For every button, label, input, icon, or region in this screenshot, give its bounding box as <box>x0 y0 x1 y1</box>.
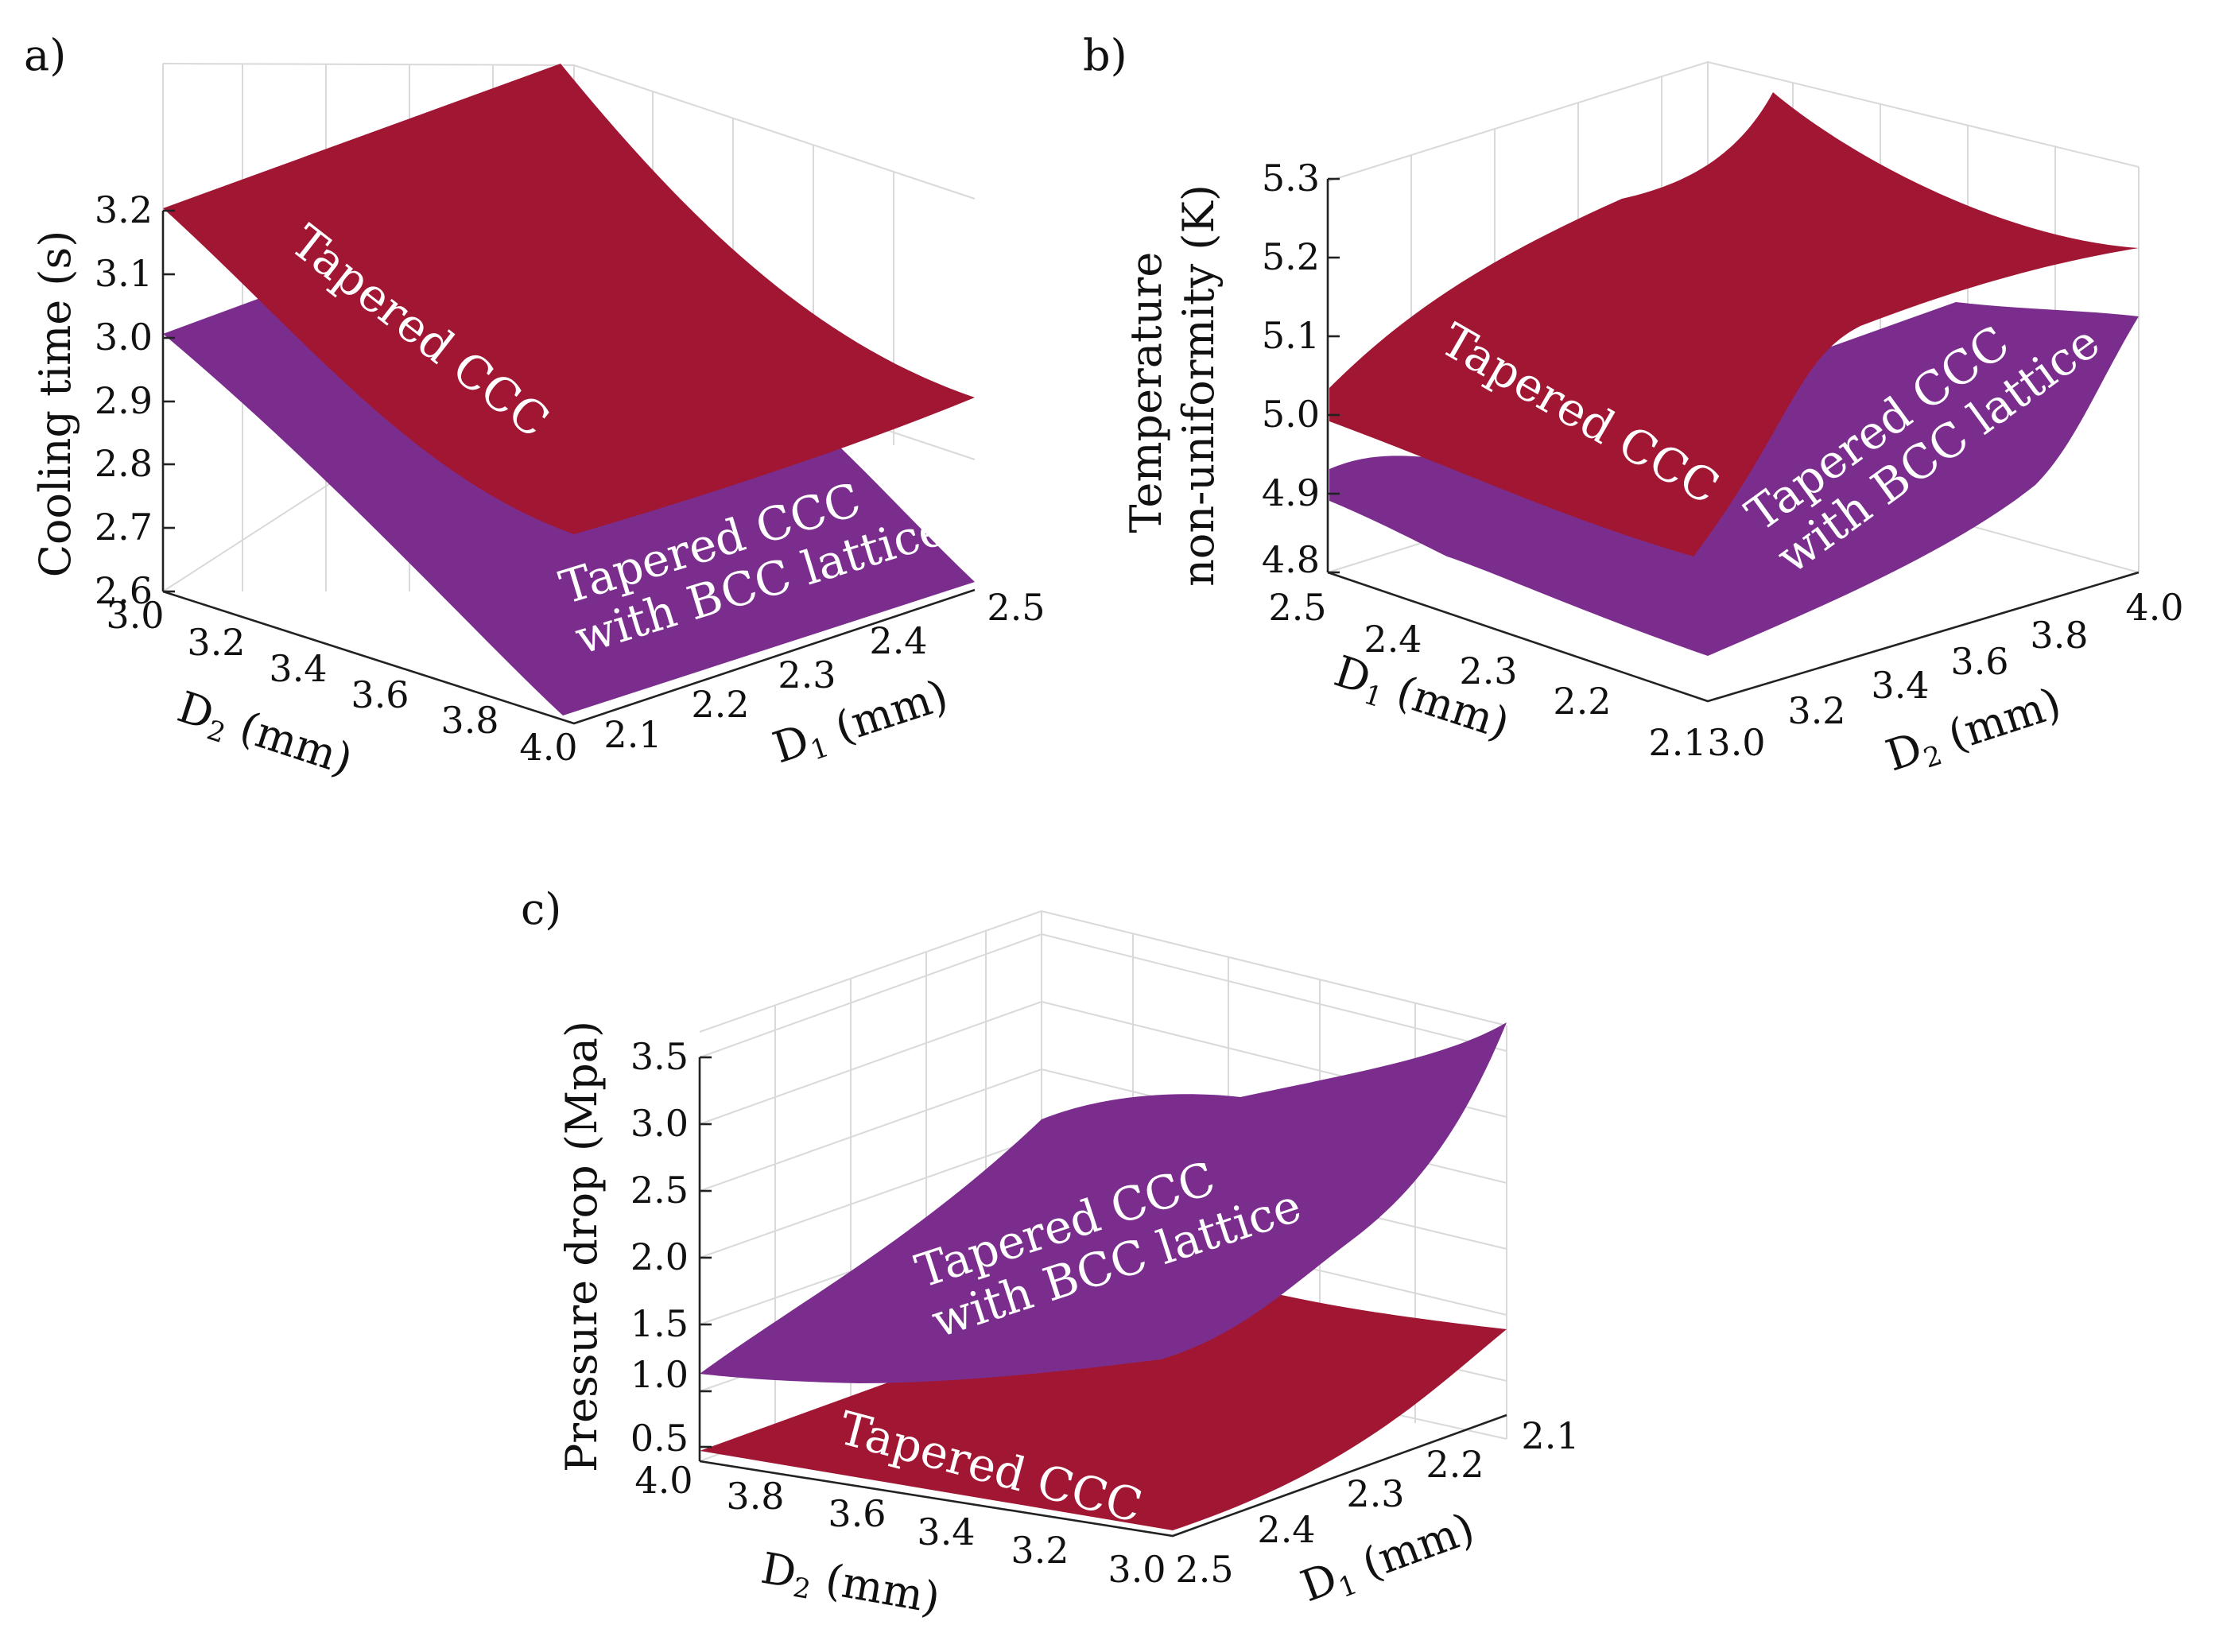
panel-a-ytick-label: 2.3 <box>778 653 836 696</box>
panel-a-ztick-label: 3.1 <box>95 252 153 295</box>
panel-a-ztick-label: 2.7 <box>95 506 153 549</box>
panel-a-ztick-label: 2.8 <box>95 442 153 485</box>
panel-c-z-axis-label: Pressure drop (Mpa) <box>557 1021 607 1472</box>
panel-b-label: b) <box>1083 30 1127 80</box>
panel-c-x-axis-label: D2 (mm) <box>757 1543 944 1628</box>
panel-b-ytick-label: 3.0 <box>1707 721 1765 764</box>
panel-b: b) Tapered CCC Tapered CCC wi <box>1083 30 2184 781</box>
panel-b-surface-tapered-ccc <box>1329 92 2139 556</box>
panel-c-ztick-label: 2.0 <box>630 1235 689 1278</box>
panel-a-axes: 3.2 3.1 3.0 2.9 2.8 2.7 2.6 3.0 3.2 3.4 … <box>30 188 1046 789</box>
panel-b-z-axis-label: Temperature non-uniformity (K) <box>1121 184 1224 587</box>
panel-a-ztick-label: 3.2 <box>95 188 153 231</box>
panel-b-ytick-label: 4.0 <box>2125 586 2183 629</box>
panel-c-ytick-label: 2.2 <box>1426 1443 1484 1486</box>
panel-c-xtick-label: 3.4 <box>917 1510 975 1553</box>
panel-a-ytick-label: 2.4 <box>869 619 927 662</box>
panel-b-xtick-label: 2.2 <box>1553 680 1611 723</box>
panel-c-axes: 3.5 3.0 2.5 2.0 1.5 1.0 0.5 4.0 3.8 3.6 … <box>557 1021 1580 1628</box>
panel-c: c) Tapered CCC <box>521 884 1580 1628</box>
panel-c-xtick-label: 3.6 <box>828 1492 886 1535</box>
panel-c-surface-tapered-ccc <box>700 1272 1507 1530</box>
panel-b-xtick-label: 2.5 <box>1268 586 1326 629</box>
panel-c-xtick-label: 4.0 <box>634 1459 693 1502</box>
panel-b-ztick-label: 5.0 <box>1262 393 1320 436</box>
panel-b-surfaces <box>1329 92 2139 656</box>
panel-a-xtick-label: 3.2 <box>187 621 245 664</box>
panel-a: a) Tapered CCC Tapered CCC wi <box>24 30 1046 789</box>
panel-b-ztick-label: 4.8 <box>1262 538 1320 581</box>
panel-a-surface-tapered-ccc <box>163 64 975 534</box>
panel-b-ytick-label: 3.6 <box>1950 640 2008 683</box>
panel-c-ztick-label: 1.0 <box>630 1353 689 1396</box>
panel-b-xtick-label: 2.4 <box>1364 618 1422 661</box>
panel-b-axes: 5.3 5.2 5.1 5.0 4.9 4.8 2.5 2.4 2.3 2.2 … <box>1121 157 2184 781</box>
panel-a-xtick-label: 3.4 <box>269 647 327 690</box>
panel-c-xtick-label: 3.8 <box>726 1475 784 1518</box>
panel-c-ztick-label: 0.5 <box>630 1417 689 1460</box>
panel-a-ztick-label: 2.6 <box>95 569 153 612</box>
panel-c-ztick-label: 3.0 <box>630 1102 689 1145</box>
panel-c-ytick-label: 2.3 <box>1346 1472 1404 1515</box>
panel-a-ytick-label: 2.5 <box>987 586 1045 629</box>
panel-c-ztick-label: 1.5 <box>630 1302 689 1345</box>
panel-c-ztick-label: 3.5 <box>630 1035 689 1078</box>
panel-c-xtick-label: 3.0 <box>1108 1548 1166 1591</box>
panel-c-ytick-label: 2.4 <box>1257 1508 1315 1551</box>
panel-b-ztick-label: 4.9 <box>1262 471 1320 514</box>
panel-a-xtick-label: 3.8 <box>440 699 499 742</box>
panel-c-surface-tapered-ccc-bcc <box>700 1022 1507 1383</box>
panel-a-ytick-label: 2.1 <box>603 713 661 756</box>
panel-a-ztick-label: 2.9 <box>95 379 153 422</box>
panel-b-ztick-label: 5.2 <box>1262 235 1320 278</box>
panel-a-x-axis-label: D2 (mm) <box>170 681 359 789</box>
panel-a-ztick-label: 3.0 <box>95 316 153 359</box>
panel-b-ytick-label: 3.4 <box>1871 664 1929 707</box>
panel-b-ytick-label: 3.8 <box>2030 614 2088 657</box>
panel-b-xtick-label: 2.1 <box>1648 721 1706 764</box>
panel-a-xtick-label: 4.0 <box>519 726 577 769</box>
panel-b-xtick-label: 2.3 <box>1459 650 1517 692</box>
panel-a-ytick-label: 2.2 <box>691 683 749 726</box>
panel-b-ztick-label: 5.1 <box>1262 314 1320 357</box>
panel-c-y-axis-label: D1 (mm) <box>1294 1503 1483 1615</box>
panel-c-ytick-label: 2.5 <box>1175 1548 1233 1591</box>
panel-b-ytick-label: 3.2 <box>1787 689 1845 732</box>
panel-a-z-axis-label: Cooling time (s) <box>30 231 80 578</box>
panel-b-ztick-label: 5.3 <box>1262 157 1320 200</box>
panel-c-label: c) <box>521 884 561 934</box>
panel-c-ytick-label: 2.1 <box>1521 1414 1579 1457</box>
panel-a-surfaces <box>163 64 975 715</box>
panel-a-xtick-label: 3.6 <box>351 673 409 716</box>
panel-c-surfaces <box>700 1022 1507 1530</box>
panel-c-xtick-label: 3.2 <box>1011 1529 1069 1572</box>
panel-c-ztick-label: 2.5 <box>630 1169 689 1212</box>
panel-a-xtick-label: 3.0 <box>106 594 164 637</box>
panel-a-label: a) <box>24 30 66 80</box>
